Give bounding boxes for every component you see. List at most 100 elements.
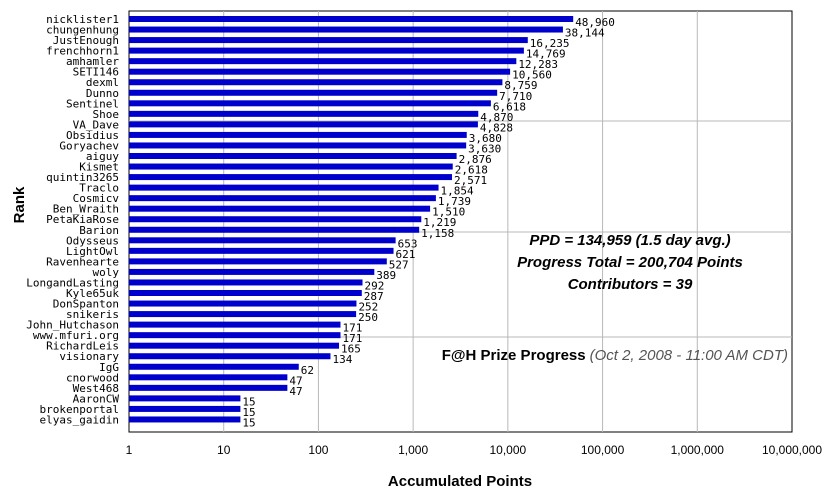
value-label: 389 bbox=[376, 269, 396, 282]
value-label: 171 bbox=[342, 322, 362, 335]
category-label: nicklister1 bbox=[46, 13, 119, 26]
category-label: Dunno bbox=[86, 87, 119, 100]
bar bbox=[129, 205, 431, 212]
x-tick-label: 1,000 bbox=[398, 443, 428, 457]
bar bbox=[129, 353, 331, 360]
value-label: 250 bbox=[358, 311, 378, 324]
value-label: 1,158 bbox=[421, 227, 454, 240]
value-label: 4,870 bbox=[480, 111, 513, 124]
category-label: Ravenhearte bbox=[46, 255, 119, 268]
bar bbox=[129, 16, 574, 22]
category-label: Kyle65uk bbox=[66, 287, 119, 300]
category-labels: nicklister1chungenhungJustEnoughfrenchho… bbox=[26, 13, 119, 426]
category-label: chungenhung bbox=[46, 24, 119, 37]
value-label: 1,854 bbox=[441, 185, 474, 198]
bar bbox=[129, 68, 511, 75]
x-tick-label: 100,000 bbox=[581, 443, 625, 457]
value-label: 2,876 bbox=[459, 153, 492, 166]
bar bbox=[129, 26, 563, 33]
bar bbox=[129, 416, 241, 423]
x-tick-label: 100 bbox=[308, 443, 328, 457]
value-label: 653 bbox=[398, 237, 418, 250]
bar bbox=[129, 279, 363, 286]
bar bbox=[129, 153, 457, 159]
value-label: 1,510 bbox=[432, 206, 465, 219]
category-label: Ben_Wraith bbox=[53, 203, 119, 216]
bar bbox=[129, 216, 422, 223]
value-label: 1,739 bbox=[438, 195, 471, 208]
bar bbox=[129, 290, 362, 296]
value-label: 2,618 bbox=[455, 164, 488, 177]
value-label: 15 bbox=[242, 395, 255, 408]
category-label: quintin3265 bbox=[46, 171, 119, 184]
value-label: 287 bbox=[364, 290, 384, 303]
bar bbox=[129, 47, 524, 54]
bar bbox=[129, 405, 241, 412]
x-axis-ticks: 1 10 100 1,000 10,000 100,000 1,000,000 10,000,… bbox=[126, 443, 823, 457]
category-label: LightOwl bbox=[66, 245, 119, 258]
value-label: 14,769 bbox=[526, 48, 566, 61]
value-label: 252 bbox=[358, 301, 378, 314]
bar bbox=[129, 321, 341, 328]
category-label: Shoe bbox=[93, 108, 120, 121]
bar bbox=[129, 110, 479, 117]
value-label: 8,759 bbox=[504, 79, 537, 92]
category-label: snikeris bbox=[66, 308, 119, 321]
category-label: Traclo bbox=[79, 182, 119, 195]
value-label: 292 bbox=[365, 279, 385, 292]
x-tick-label: 10,000 bbox=[490, 443, 527, 457]
value-label: 15 bbox=[242, 416, 255, 429]
category-label: West468 bbox=[73, 382, 119, 395]
bar bbox=[129, 100, 491, 107]
x-tick-label: 1,000,000 bbox=[671, 443, 725, 457]
category-label: cnorwood bbox=[66, 371, 119, 384]
category-label: Kismet bbox=[79, 161, 119, 174]
category-label: PetaKiaRose bbox=[46, 213, 119, 226]
bar bbox=[129, 89, 498, 96]
value-label: 2,571 bbox=[454, 174, 487, 187]
category-label: Obsidius bbox=[66, 129, 119, 142]
category-label: RichardLeis bbox=[46, 340, 119, 353]
category-label: elyas_gaidin bbox=[40, 413, 119, 426]
value-label: 48,960 bbox=[575, 16, 615, 29]
bar bbox=[129, 163, 453, 170]
bar bbox=[129, 237, 396, 244]
x-axis-label: Accumulated Points bbox=[388, 473, 532, 490]
category-label: IgG bbox=[99, 361, 119, 374]
bar bbox=[129, 226, 420, 233]
value-label: 10,560 bbox=[512, 69, 552, 82]
bar bbox=[129, 174, 452, 181]
category-label: visionary bbox=[59, 350, 119, 363]
value-label: 1,219 bbox=[423, 216, 456, 229]
bar bbox=[129, 195, 436, 202]
bar bbox=[129, 79, 503, 86]
bar bbox=[129, 384, 288, 391]
bar bbox=[129, 58, 517, 65]
category-label: VA_Dave bbox=[73, 118, 119, 131]
x-tick-label: 10 bbox=[217, 443, 231, 457]
x-tick-label: 1 bbox=[126, 443, 133, 457]
category-label: brokenportal bbox=[40, 403, 119, 416]
value-label: 621 bbox=[396, 248, 416, 261]
annotation-ppd: PPD = 134,959 (1.5 day avg.) bbox=[529, 232, 730, 249]
value-label: 165 bbox=[341, 343, 361, 356]
chart-title-main: F@H Prize Progress bbox=[442, 347, 586, 364]
value-label: 16,235 bbox=[530, 37, 570, 50]
bar bbox=[129, 131, 467, 138]
category-label: amhamler bbox=[66, 55, 119, 68]
category-label: Sentinel bbox=[66, 97, 119, 110]
bar bbox=[129, 121, 478, 128]
value-label: 7,710 bbox=[499, 90, 532, 103]
value-label: 171 bbox=[342, 332, 362, 345]
category-label: DonSpanton bbox=[53, 298, 119, 311]
category-label: www.mfuri.org bbox=[33, 329, 119, 342]
bar bbox=[129, 247, 394, 254]
x-tick-label: 10,000,000 bbox=[762, 443, 822, 457]
value-label: 12,283 bbox=[518, 58, 558, 71]
value-label: 4,828 bbox=[480, 121, 513, 134]
category-label: Odysseus bbox=[66, 234, 119, 247]
bar bbox=[129, 37, 528, 44]
bar bbox=[129, 268, 375, 275]
bar bbox=[129, 184, 439, 191]
value-label: 47 bbox=[289, 374, 302, 387]
